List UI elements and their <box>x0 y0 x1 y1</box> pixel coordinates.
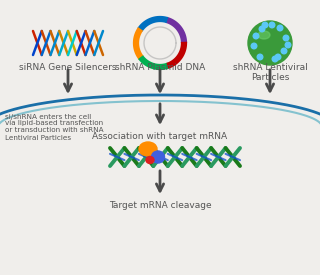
Circle shape <box>259 26 265 32</box>
Text: Association with target mRNA: Association with target mRNA <box>92 132 228 141</box>
Text: shRNA Lentiviral
Particles: shRNA Lentiviral Particles <box>233 63 308 82</box>
Circle shape <box>257 54 263 60</box>
Circle shape <box>251 43 257 49</box>
Ellipse shape <box>258 31 270 39</box>
Text: siRNA Gene Silencers: siRNA Gene Silencers <box>19 63 117 72</box>
Text: shRNA Plasmid DNA: shRNA Plasmid DNA <box>115 63 205 72</box>
Circle shape <box>283 35 289 41</box>
Circle shape <box>275 54 281 60</box>
Circle shape <box>272 56 278 62</box>
Ellipse shape <box>151 151 164 163</box>
Circle shape <box>248 21 292 65</box>
Text: si/shRNA enters the cell
via lipid-based transfection
or transduction with shRNA: si/shRNA enters the cell via lipid-based… <box>5 114 104 141</box>
Circle shape <box>285 42 291 48</box>
Ellipse shape <box>139 142 157 156</box>
Text: Target mRNA cleavage: Target mRNA cleavage <box>109 201 211 210</box>
Circle shape <box>281 48 287 54</box>
Ellipse shape <box>146 156 154 164</box>
Circle shape <box>269 22 275 28</box>
Circle shape <box>253 33 259 39</box>
Circle shape <box>277 25 283 31</box>
Circle shape <box>262 22 268 28</box>
